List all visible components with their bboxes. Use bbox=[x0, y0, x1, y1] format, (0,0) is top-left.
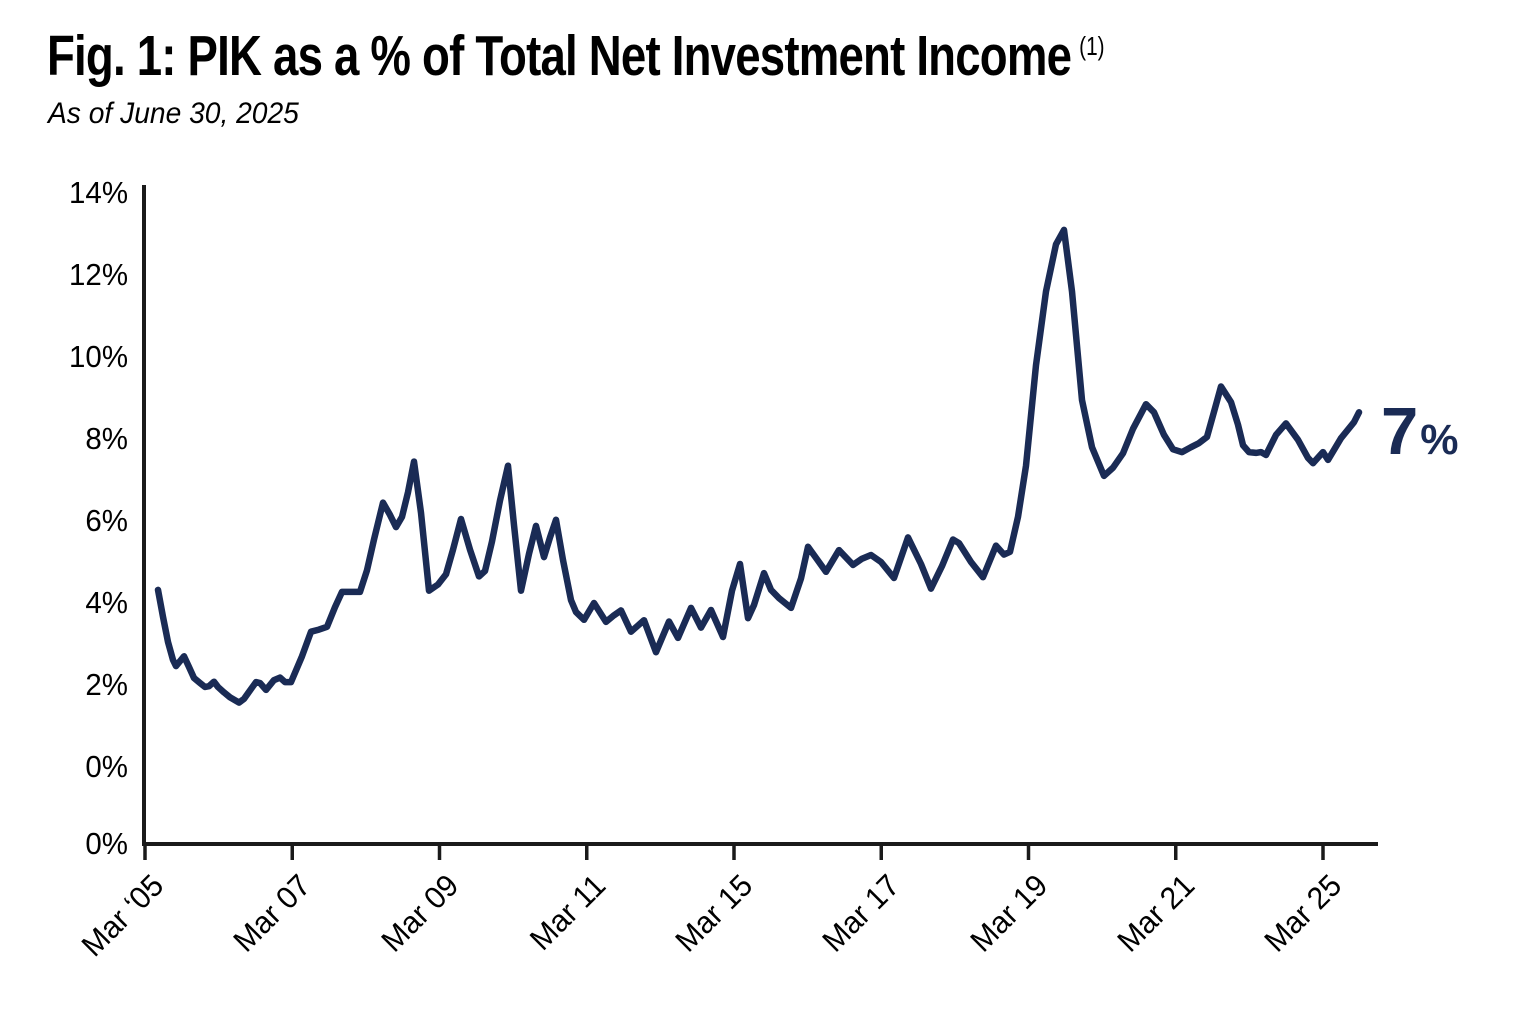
figure-title: Fig. 1: PIK as a % of Total Net Investme… bbox=[47, 24, 1105, 88]
y-axis-tick-label: 2% bbox=[85, 667, 128, 702]
figure-subtitle: As of June 30, 2025 bbox=[48, 97, 299, 130]
figure-title-text: Fig. 1: PIK as a % of Total Net Investme… bbox=[47, 24, 1072, 88]
footnote-marker: (1) bbox=[1079, 31, 1105, 61]
y-axis-tick-label: 0% bbox=[85, 749, 128, 784]
current-value-percent-sign: % bbox=[1420, 416, 1459, 464]
current-value-number: 7 bbox=[1381, 394, 1418, 469]
y-axis-tick-label: 8% bbox=[85, 421, 128, 456]
y-axis-tick-label: 14% bbox=[69, 175, 128, 210]
y-axis-tick-label: 10% bbox=[69, 339, 128, 374]
axis-lines bbox=[142, 185, 1378, 846]
pik-line-series bbox=[154, 226, 1363, 706]
y-axis-tick-label: 12% bbox=[69, 257, 128, 292]
x-tick-marks bbox=[143, 844, 1325, 860]
current-value-label: 7 % bbox=[1381, 398, 1459, 465]
y-axis-tick-label: 0% bbox=[85, 826, 128, 861]
y-axis-tick-label: 4% bbox=[85, 585, 128, 620]
y-axis-tick-label: 6% bbox=[85, 503, 128, 538]
